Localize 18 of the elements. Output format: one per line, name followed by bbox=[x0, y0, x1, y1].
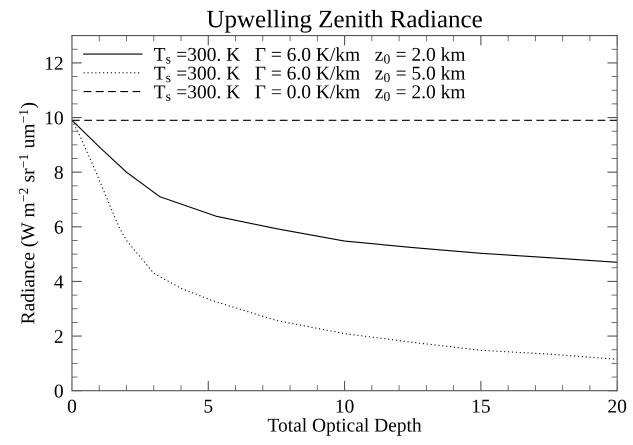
y-tick-label: 10 bbox=[46, 111, 63, 124]
y-tick-label: 8 bbox=[54, 166, 63, 180]
x-tick-label: 15 bbox=[472, 400, 490, 413]
legend-label: T$_{s}$ =300. K Γ = 6.0 K/km z$_{0}$ = 5.0 km bbox=[154, 66, 466, 82]
y-tick-label: 4 bbox=[54, 275, 64, 288]
x-tick-label: 10 bbox=[336, 400, 354, 413]
legend-label: T$_{s}$ =300. K Γ = 0.0 K/km z$_{0}$ = 2.0 km bbox=[154, 84, 466, 102]
y-tick-label: 6 bbox=[54, 220, 64, 234]
x-tick-label: 0 bbox=[68, 400, 76, 413]
legend-label: T$_{s}$ =300. K Γ = 6.0 K/km z$_{0}$ = 2.0 km bbox=[154, 47, 466, 64]
x-tick-label: 5 bbox=[204, 400, 212, 413]
y-tick-label: 12 bbox=[46, 56, 63, 70]
y-axis-title: Radiance (W m$^{−2}$ sr$^{−1}$ um$^{−1}$) bbox=[19, 102, 38, 324]
y-tick-label: 2 bbox=[54, 330, 63, 343]
y-tick-label: 0 bbox=[54, 384, 63, 398]
x-tick-label: 20 bbox=[608, 400, 626, 413]
chart-title: Upwelling Zenith Radiance bbox=[206, 10, 482, 33]
x-axis-title: Total Optical Depth bbox=[268, 418, 422, 436]
